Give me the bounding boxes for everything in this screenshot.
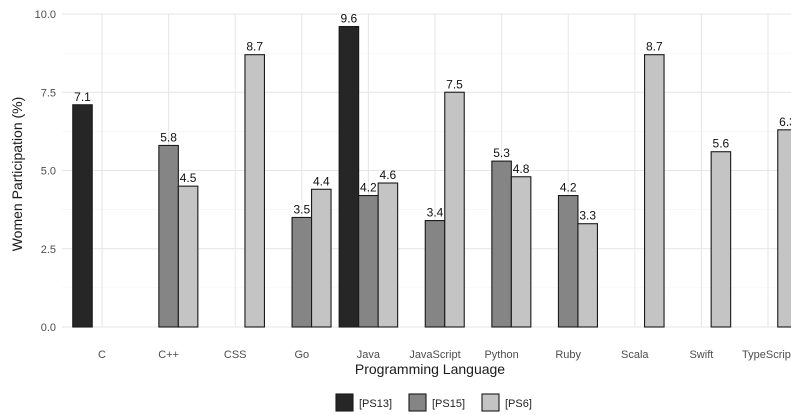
bar — [424, 220, 446, 328]
legend-key — [481, 393, 500, 412]
data-label: 3.5 — [293, 202, 310, 216]
data-label: 4.4 — [313, 174, 330, 188]
y-tick-label: 5.0 — [41, 166, 56, 178]
bar — [291, 216, 313, 328]
data-label: 4.2 — [360, 181, 377, 195]
data-label: 4.5 — [180, 171, 197, 185]
bar — [158, 144, 179, 328]
x-tick-label: C++ — [158, 349, 179, 361]
y-tick-label: 2.5 — [41, 244, 56, 256]
data-label: 7.5 — [446, 77, 463, 91]
bar — [377, 182, 399, 328]
y-tick-label: 7.5 — [41, 87, 56, 99]
data-label: 4.6 — [380, 168, 397, 182]
x-tick-label: JavaScript — [409, 349, 460, 361]
x-tick-label: Swift — [689, 349, 713, 361]
bar — [244, 54, 265, 328]
y-tick-label: 0.0 — [41, 322, 56, 334]
y-axis: 0.0 2.5 5.0 7.5 10.0 — [35, 9, 56, 334]
data-label: 3.4 — [427, 206, 444, 220]
y-axis-title: Women Participation (%) — [9, 97, 25, 252]
legend-label: [PS6] — [505, 398, 532, 410]
data-label: 5.8 — [160, 130, 177, 144]
bar — [444, 91, 465, 328]
x-axis: C C++ CSS Go Java JavaScript Python Ruby Scala Sw… — [98, 349, 791, 361]
legend: [PS13] [PS15] [PS6] — [335, 393, 532, 412]
bar — [72, 104, 93, 328]
bar — [577, 223, 599, 328]
bar — [710, 151, 732, 328]
data-label: 5.3 — [493, 146, 510, 160]
bar — [777, 129, 791, 328]
bar — [643, 54, 665, 328]
data-label: 4.8 — [513, 162, 530, 176]
y-tick-label: 10.0 — [35, 9, 56, 21]
x-tick-label: Python — [484, 349, 518, 361]
x-tick-label: TypeScript — [742, 349, 791, 361]
data-label: 8.7 — [246, 40, 263, 54]
x-tick-label: Go — [294, 349, 309, 361]
data-label: 8.7 — [646, 40, 663, 54]
x-tick-label: Scala — [621, 349, 649, 361]
data-label: 5.6 — [713, 137, 730, 151]
x-tick-label: C — [98, 349, 106, 361]
bars — [72, 25, 791, 328]
data-label: 3.3 — [579, 209, 596, 223]
x-tick-label: Ruby — [555, 349, 581, 361]
bar — [510, 176, 532, 328]
x-tick-label: CSS — [224, 349, 247, 361]
legend-key — [408, 393, 427, 412]
legend-label: [PS13] — [359, 398, 392, 410]
data-label: 6.3 — [779, 115, 791, 129]
bar — [491, 160, 512, 328]
legend-label: [PS15] — [432, 398, 465, 410]
bar — [338, 25, 360, 328]
bar — [177, 185, 199, 328]
data-label: 9.6 — [341, 12, 358, 26]
legend-key — [335, 393, 354, 412]
data-labels: 7.15.84.58.73.54.49.64.24.63.47.55.34.84… — [74, 12, 791, 223]
data-label: 7.1 — [74, 90, 91, 104]
x-axis-title: Programming Language — [355, 361, 505, 377]
x-tick-label: Java — [357, 349, 381, 361]
bar — [557, 194, 579, 328]
bar — [310, 188, 332, 328]
data-label: 4.2 — [560, 181, 577, 195]
bar — [358, 194, 379, 328]
